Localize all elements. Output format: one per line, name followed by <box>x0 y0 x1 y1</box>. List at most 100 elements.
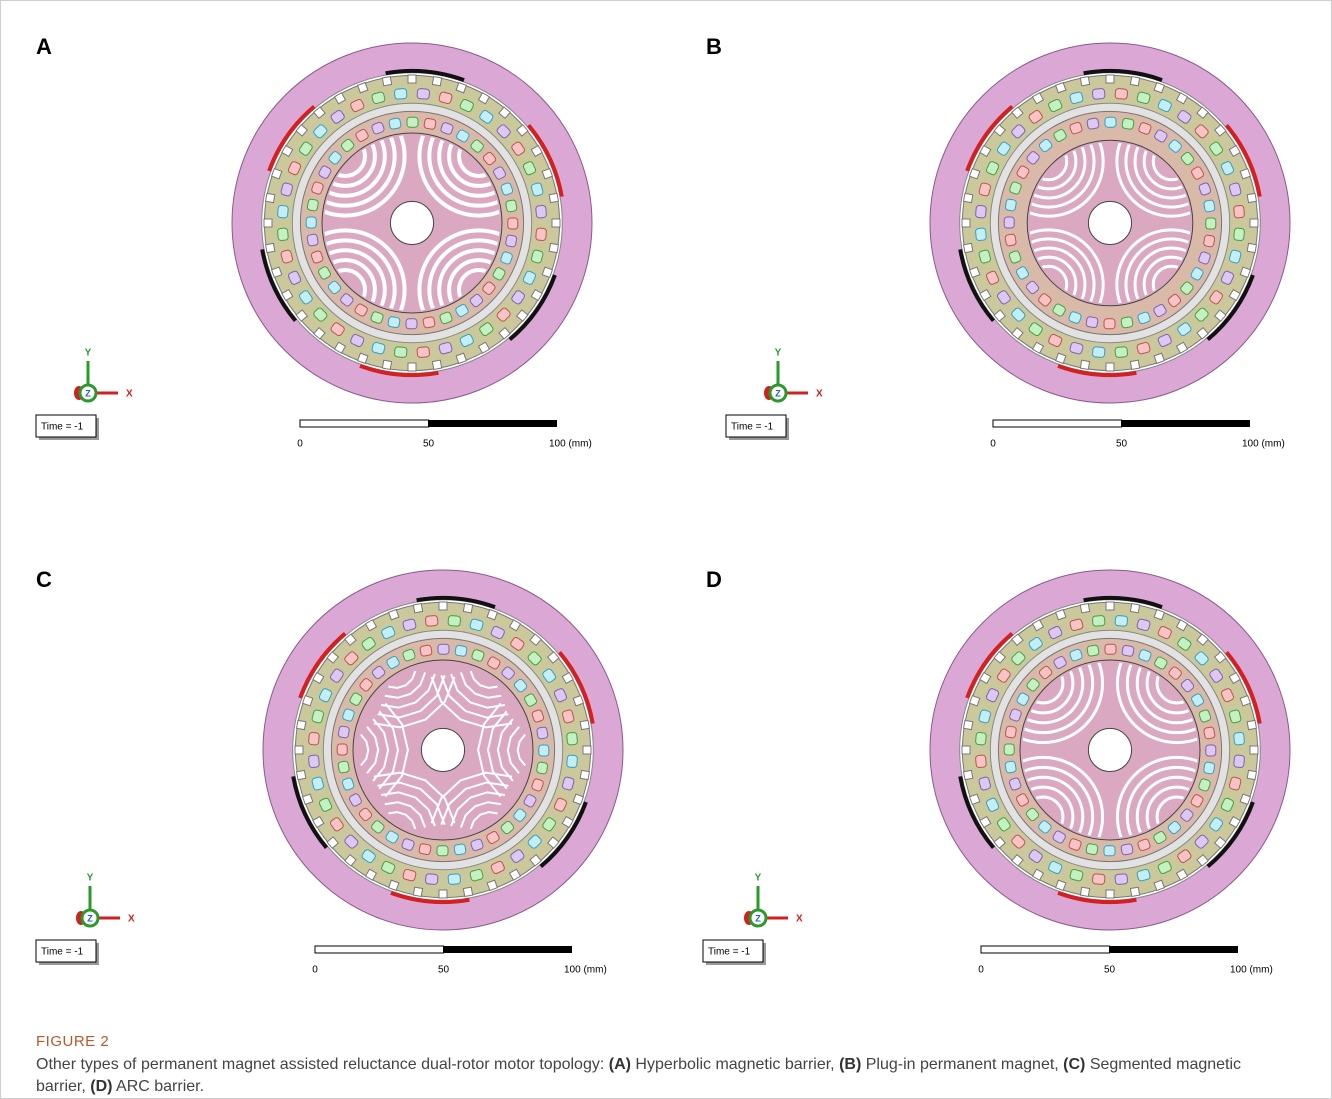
coil <box>437 846 448 856</box>
coil <box>389 118 402 130</box>
caption-part: (A) <box>609 1056 631 1073</box>
x-label: X <box>816 389 823 400</box>
coil <box>539 745 549 756</box>
slot <box>463 604 472 613</box>
coil <box>536 205 547 218</box>
slot <box>266 193 275 202</box>
slot <box>1247 770 1256 779</box>
coil <box>1087 645 1100 657</box>
coil <box>394 347 407 358</box>
coil <box>277 205 288 218</box>
caption-title: FIGURE 2 <box>36 1033 109 1050</box>
slot <box>382 77 391 86</box>
coil <box>1092 874 1105 885</box>
scale-label: 100 (mm) <box>1230 965 1273 976</box>
coil <box>406 319 417 329</box>
coil <box>1092 347 1105 358</box>
slot <box>266 243 275 252</box>
coil <box>1203 727 1215 740</box>
slot <box>413 604 422 613</box>
slot <box>439 890 447 898</box>
caption-part: Other types of permanent magnet assisted… <box>36 1056 609 1073</box>
coil <box>1104 319 1115 329</box>
slot <box>1247 193 1256 202</box>
shaft <box>390 201 433 244</box>
coil <box>1203 762 1215 775</box>
shaft <box>1088 201 1131 244</box>
coil <box>536 727 548 740</box>
coil <box>420 645 433 657</box>
coil <box>1105 644 1116 654</box>
time-text: Time = -1 <box>708 947 751 958</box>
slot <box>297 770 306 779</box>
coil <box>425 615 438 626</box>
coil <box>1086 316 1099 328</box>
slot <box>1130 77 1139 86</box>
slot <box>264 219 272 227</box>
coil <box>277 228 288 241</box>
y-label: Y <box>755 873 762 884</box>
slot <box>1250 746 1258 754</box>
coil <box>388 316 401 328</box>
coil <box>448 615 461 626</box>
panel: BYZXTime = -1050100 (mm) <box>706 34 1290 450</box>
slot <box>552 219 560 227</box>
y-label: Y <box>87 873 94 884</box>
slot <box>1106 890 1114 898</box>
coil <box>308 732 319 745</box>
slot <box>1130 604 1139 613</box>
scale-black <box>429 420 558 427</box>
shaft <box>421 728 464 771</box>
coil <box>423 316 436 328</box>
slot <box>297 720 306 729</box>
panel-label: B <box>706 34 722 59</box>
coil <box>454 843 467 855</box>
coil <box>1234 732 1245 745</box>
scale-label: 50 <box>438 965 450 976</box>
coil <box>1115 615 1128 626</box>
panel-label: A <box>36 34 52 59</box>
scale-black <box>444 946 573 953</box>
coil <box>536 228 547 241</box>
slot <box>1130 887 1139 896</box>
caption-part: Hyperbolic magnetic barrier, <box>631 1056 839 1073</box>
scale-label: 0 <box>978 965 984 976</box>
scale-label: 0 <box>297 439 303 450</box>
coil <box>1004 217 1014 228</box>
time-text: Time = -1 <box>41 422 84 433</box>
coil <box>1115 88 1128 99</box>
slot <box>962 219 970 227</box>
slot <box>432 360 441 369</box>
scale-white <box>300 420 429 427</box>
scale-label: 0 <box>312 965 318 976</box>
coil <box>1086 843 1099 855</box>
coil <box>1122 118 1135 130</box>
slot <box>408 75 416 83</box>
caption-part: (C) <box>1063 1056 1085 1073</box>
shaft <box>1088 728 1131 771</box>
coil <box>1115 347 1128 358</box>
coil <box>417 88 430 99</box>
z-label: Z <box>87 913 93 923</box>
coil <box>306 217 316 228</box>
scale-white <box>981 946 1110 953</box>
coil <box>1115 874 1128 885</box>
x-label: X <box>126 389 133 400</box>
caption-part: (B) <box>839 1056 861 1073</box>
coil <box>1203 235 1215 248</box>
slot <box>1106 75 1114 83</box>
slot <box>962 746 970 754</box>
slot <box>580 770 589 779</box>
scale-label: 100 (mm) <box>549 439 592 450</box>
x-label: X <box>128 914 135 925</box>
slot <box>964 770 973 779</box>
slot <box>1247 243 1256 252</box>
coil <box>975 205 986 218</box>
coil <box>307 199 319 212</box>
coil <box>424 118 437 130</box>
scale-label: 50 <box>1104 965 1116 976</box>
coil <box>1234 228 1245 241</box>
coil <box>1092 88 1105 99</box>
coil <box>338 726 350 739</box>
coil <box>338 761 350 774</box>
